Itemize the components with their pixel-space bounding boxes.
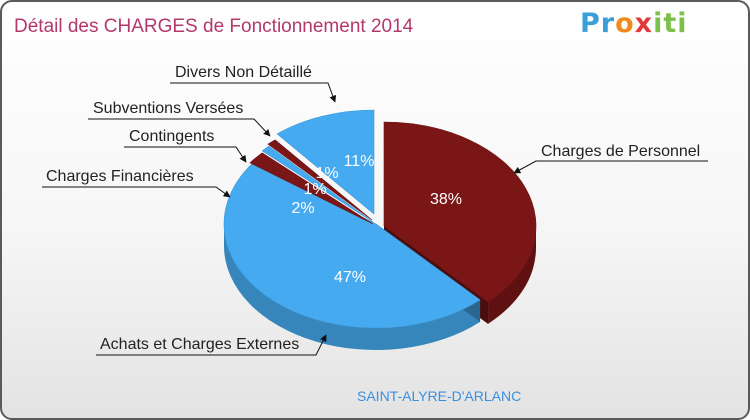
pie-slice-contingents[interactable] — [261, 145, 374, 223]
leader-line-divers-non-detaille — [170, 82, 337, 103]
pie-slice-charges-de-personnel[interactable] — [383, 121, 537, 303]
logo-part-4: iti — [653, 8, 688, 39]
pie-side-charges-de-personnel — [488, 226, 536, 324]
pie-tops — [223, 109, 537, 329]
pie-slice-charges-financieres[interactable] — [249, 152, 374, 225]
pie-leader-lines: Charges de Personnel Achats et Charges Ex… — [42, 64, 708, 356]
commune-name[interactable]: SAINT-ALYRE-D'ARLANC — [357, 388, 522, 404]
label-subventions-versees: Subventions Versées — [93, 100, 243, 117]
pie-pct-charges-de-personnel: 38% — [430, 191, 462, 208]
pie-slice-achats-et-charges-externes[interactable] — [223, 162, 481, 329]
pie-pct-charges-financieres: 2% — [291, 200, 314, 217]
pie-pct-subventions-versees: 1% — [315, 165, 338, 182]
leader-line-subventions-versees — [88, 118, 271, 137]
pie-pct-divers-non-detaille: 11% — [344, 153, 375, 170]
pie-slice-subventions-versees[interactable] — [267, 139, 373, 221]
label-achats-et-charges-externes: Achats et Charges Externes — [100, 336, 299, 353]
pie-side-achats-et-charges-externes — [224, 224, 481, 350]
label-charges-de-personnel: Charges de Personnel — [541, 143, 700, 160]
chart-title: Détail des CHARGES de Fonctionnement 201… — [14, 16, 414, 37]
logo-part-2: o — [615, 8, 635, 39]
pie-pct-contingents: 1% — [303, 181, 326, 198]
pie-percent-labels: 38% 47% 2% 1%1% 11% — [291, 153, 462, 286]
label-contingents: Contingents — [129, 128, 214, 145]
leader-line-charges-de-personnel — [513, 160, 708, 174]
leader-line-contingents — [124, 146, 247, 163]
logo-part-1: Pr — [580, 8, 616, 39]
proxiti-logo: Proxiti — [580, 8, 688, 39]
label-charges-financieres: Charges Financières — [46, 168, 194, 185]
leader-line-charges-financieres — [42, 186, 231, 198]
pie-slice-divers-non-detaille[interactable] — [276, 109, 375, 215]
label-divers-non-detaille: Divers Non Détaillé — [175, 64, 312, 81]
leader-line-achats-et-charges-externes — [96, 334, 327, 356]
pie-pct-achats-et-charges-externes: 47% — [334, 269, 366, 286]
logo-part-3: x — [634, 8, 654, 39]
